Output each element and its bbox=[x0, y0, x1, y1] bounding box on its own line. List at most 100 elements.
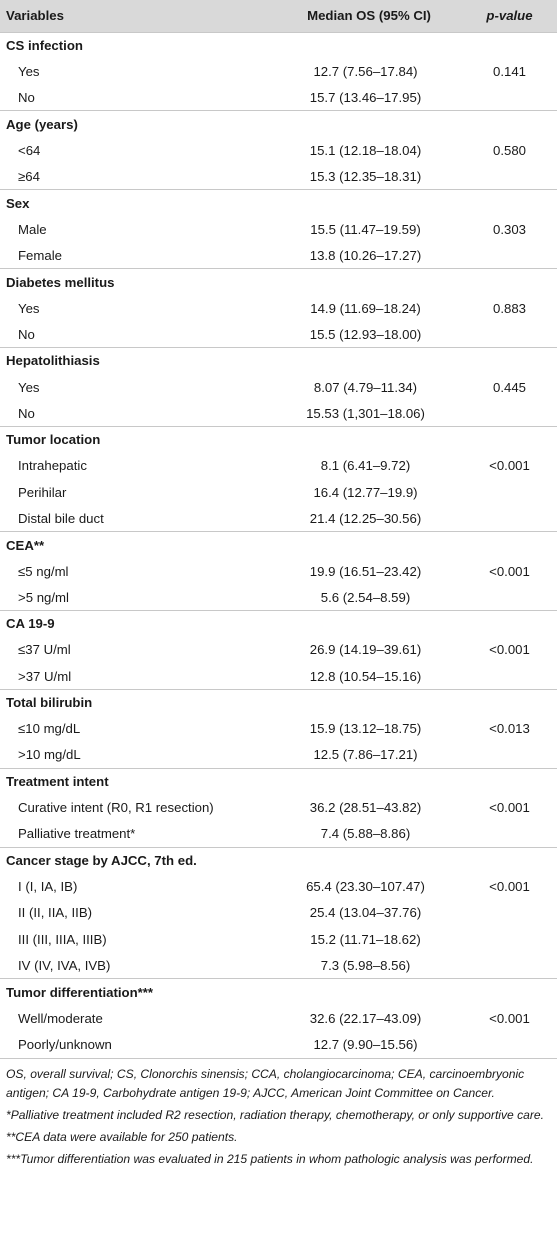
table-row: No 15.7 (13.46–17.95) bbox=[0, 85, 557, 111]
row-p-value bbox=[462, 321, 557, 347]
row-p-value: 0.580 bbox=[492, 142, 526, 158]
row-p-value bbox=[462, 85, 557, 111]
row-p-value: <0.013 bbox=[489, 721, 530, 737]
table-row: Perihilar 16.4 (12.77–19.9) bbox=[0, 479, 557, 505]
row-median-os: 15.3 (12.35–18.31) bbox=[309, 168, 422, 184]
row-label: ≤5 ng/ml bbox=[18, 563, 69, 579]
row-p-value bbox=[462, 584, 557, 610]
header-variables: Variables bbox=[6, 8, 64, 24]
group-header-row: Cancer stage by AJCC, 7th ed. bbox=[0, 847, 557, 873]
row-label: Yes bbox=[18, 63, 40, 79]
footnote: OS, overall survival; CS, Clonorchis sin… bbox=[6, 1066, 525, 1100]
group-header-row: Treatment intent bbox=[0, 768, 557, 794]
footnote: ***Tumor differentiation was evaluated i… bbox=[6, 1151, 534, 1166]
row-median-os: 15.5 (12.93–18.00) bbox=[309, 326, 422, 342]
row-median-os: 19.9 (16.51–23.42) bbox=[309, 563, 422, 579]
table-body: CS infection Yes 12.7 (7.56–17.84) 0.141 No 1… bbox=[0, 32, 557, 1058]
group-header-row: Tumor differentiation*** bbox=[0, 978, 557, 1005]
header-p-value-label: p-value bbox=[486, 8, 533, 24]
row-p-value bbox=[462, 505, 557, 531]
table-row: Yes 8.07 (4.79–11.34) 0.445 bbox=[0, 374, 557, 400]
group-header-row: Diabetes mellitus bbox=[0, 268, 557, 295]
row-median-os: 32.6 (22.17–43.09) bbox=[309, 1010, 422, 1026]
group-header-row: CEA** bbox=[0, 531, 557, 558]
group-header-row: Hepatolithiasis bbox=[0, 347, 557, 374]
table-row: Palliative treatment* 7.4 (5.88–8.86) bbox=[0, 821, 557, 847]
group-name: Tumor differentiation*** bbox=[6, 984, 154, 1000]
row-median-os: 16.4 (12.77–19.9) bbox=[313, 484, 418, 500]
row-label: I (I, IA, IB) bbox=[18, 879, 78, 895]
table-row: Female 13.8 (10.26–17.27) bbox=[0, 242, 557, 268]
row-p-value: 0.883 bbox=[492, 300, 526, 316]
row-median-os: 7.4 (5.88–8.86) bbox=[320, 826, 411, 842]
row-median-os: 7.3 (5.98–8.56) bbox=[320, 957, 411, 973]
group-name: Treatment intent bbox=[6, 774, 109, 790]
row-median-os: 12.7 (7.56–17.84) bbox=[313, 63, 418, 79]
row-label: <64 bbox=[18, 142, 41, 158]
row-label: III (III, IIIA, IIIB) bbox=[18, 931, 107, 947]
row-p-value bbox=[462, 242, 557, 268]
row-p-value bbox=[462, 926, 557, 952]
header-median-os: Median OS (95% CI) bbox=[307, 8, 431, 24]
table-header-row: Variables Median OS (95% CI) p-value bbox=[0, 0, 557, 32]
row-median-os: 15.2 (11.71–18.62) bbox=[310, 931, 421, 947]
row-label: Curative intent (R0, R1 resection) bbox=[18, 800, 214, 816]
row-p-value: <0.001 bbox=[489, 458, 530, 474]
table-row: Well/moderate 32.6 (22.17–43.09) <0.001 bbox=[0, 1005, 557, 1031]
row-label: No bbox=[18, 326, 35, 342]
row-label: Yes bbox=[18, 379, 40, 395]
row-median-os: 14.9 (11.69–18.24) bbox=[310, 300, 421, 316]
group-name: Tumor location bbox=[6, 432, 101, 448]
group-header-row: CA 19-9 bbox=[0, 610, 557, 637]
table-row: >5 ng/ml 5.6 (2.54–8.59) bbox=[0, 584, 557, 610]
row-label: Male bbox=[18, 221, 47, 237]
group-name: CEA** bbox=[6, 537, 45, 553]
row-p-value bbox=[462, 400, 557, 426]
group-name: Sex bbox=[6, 195, 30, 211]
group-header-row: CS infection bbox=[0, 32, 557, 58]
row-median-os: 15.7 (13.46–17.95) bbox=[309, 89, 422, 105]
row-median-os: 8.07 (4.79–11.34) bbox=[313, 379, 418, 395]
row-median-os: 15.9 (13.12–18.75) bbox=[309, 721, 422, 737]
row-p-value bbox=[462, 479, 557, 505]
row-p-value: <0.001 bbox=[489, 642, 530, 658]
row-label: IV (IV, IVA, IVB) bbox=[18, 957, 111, 973]
row-median-os: 65.4 (23.30–107.47) bbox=[306, 879, 425, 895]
group-name: Diabetes mellitus bbox=[6, 274, 115, 290]
row-label: Distal bile duct bbox=[18, 510, 104, 526]
row-median-os: 25.4 (13.04–37.76) bbox=[309, 905, 422, 921]
table-row: III (III, IIIA, IIIB) 15.2 (11.71–18.62) bbox=[0, 926, 557, 952]
group-header-row: Total bilirubin bbox=[0, 689, 557, 715]
row-median-os: 12.7 (9.90–15.56) bbox=[313, 1036, 418, 1052]
table-row: Poorly/unknown 12.7 (9.90–15.56) bbox=[0, 1031, 557, 1057]
row-label: Palliative treatment* bbox=[18, 826, 136, 842]
survival-table: Variables Median OS (95% CI) p-value CS … bbox=[0, 0, 557, 1058]
row-p-value: 0.445 bbox=[492, 379, 526, 395]
row-label: >10 mg/dL bbox=[18, 747, 81, 763]
row-p-value bbox=[462, 952, 557, 978]
table-row: Distal bile duct 21.4 (12.25–30.56) bbox=[0, 505, 557, 531]
row-p-value: <0.001 bbox=[489, 1010, 530, 1026]
table-row: Male 15.5 (11.47–19.59) 0.303 bbox=[0, 216, 557, 242]
row-label: >37 U/ml bbox=[18, 668, 72, 684]
table-row: Yes 12.7 (7.56–17.84) 0.141 bbox=[0, 58, 557, 84]
table-row: I (I, IA, IB) 65.4 (23.30–107.47) <0.001 bbox=[0, 874, 557, 900]
row-median-os: 26.9 (14.19–39.61) bbox=[309, 642, 422, 658]
row-label: No bbox=[18, 405, 35, 421]
row-label: II (II, IIA, IIB) bbox=[18, 905, 93, 921]
footnote: *Palliative treatment included R2 resect… bbox=[6, 1107, 545, 1122]
row-label: ≤10 mg/dL bbox=[18, 721, 81, 737]
table-row: ≥64 15.3 (12.35–18.31) bbox=[0, 163, 557, 189]
table-row: II (II, IIA, IIB) 25.4 (13.04–37.76) bbox=[0, 900, 557, 926]
table-row: >37 U/ml 12.8 (10.54–15.16) bbox=[0, 663, 557, 689]
row-label: ≥64 bbox=[18, 168, 40, 184]
row-median-os: 12.5 (7.86–17.21) bbox=[313, 747, 418, 763]
row-p-value bbox=[462, 163, 557, 189]
table-row: No 15.5 (12.93–18.00) bbox=[0, 321, 557, 347]
group-header-row: Age (years) bbox=[0, 110, 557, 137]
row-label: Intrahepatic bbox=[18, 458, 87, 474]
group-header-row: Tumor location bbox=[0, 426, 557, 452]
group-name: Age (years) bbox=[6, 116, 78, 132]
row-median-os: 13.8 (10.26–17.27) bbox=[309, 247, 422, 263]
